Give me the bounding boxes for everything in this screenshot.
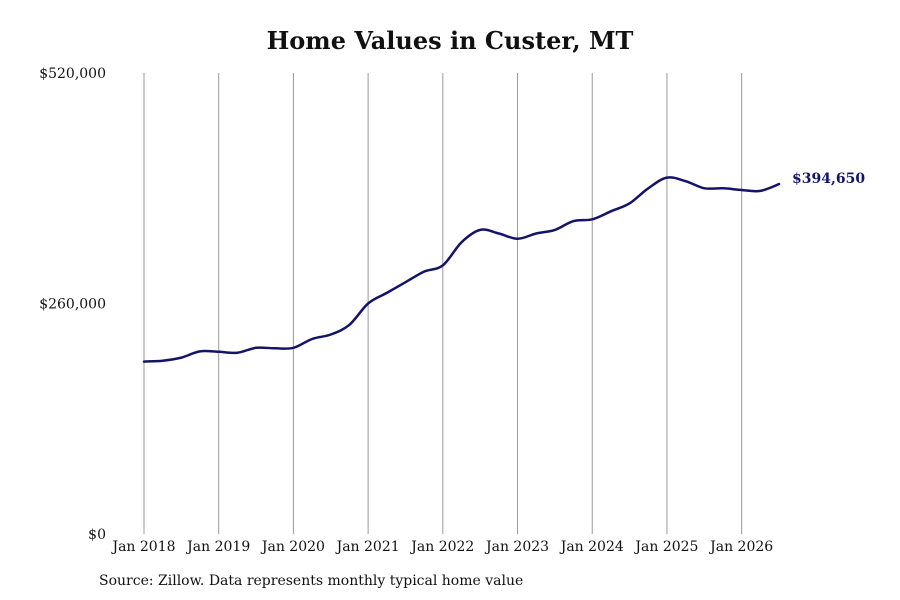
chart-title: Home Values in Custer, MT [266,26,634,55]
source-note: Source: Zillow. Data represents monthly … [99,573,524,589]
end-value-label: $394,650 [792,171,865,187]
y-tick-label: $260,000 [39,297,106,313]
x-tick-label: Jan 2024 [559,539,624,555]
y-axis-tick-labels: $0 $260,000 $520,000 [39,66,106,543]
y-tick-label: $520,000 [39,66,106,82]
x-tick-label: Jan 2021 [335,539,400,555]
x-tick-label: Jan 2020 [260,539,325,555]
vertical-gridlines [143,73,743,534]
x-tick-label: Jan 2026 [708,539,773,555]
x-tick-label: Jan 2025 [633,539,698,555]
series-line [142,176,781,363]
y-tick-label: $0 [88,527,106,543]
x-tick-label: Jan 2018 [110,539,175,555]
x-tick-label: Jan 2023 [484,539,549,555]
x-tick-label: Jan 2022 [409,539,474,555]
end-label-layer: $394,650 [792,171,865,187]
x-axis-tick-labels: Jan 2018 Jan 2019 Jan 2020 Jan 2021 Jan 2022… [110,539,773,555]
x-tick-label: Jan 2019 [185,539,250,555]
series-layer [142,176,781,363]
